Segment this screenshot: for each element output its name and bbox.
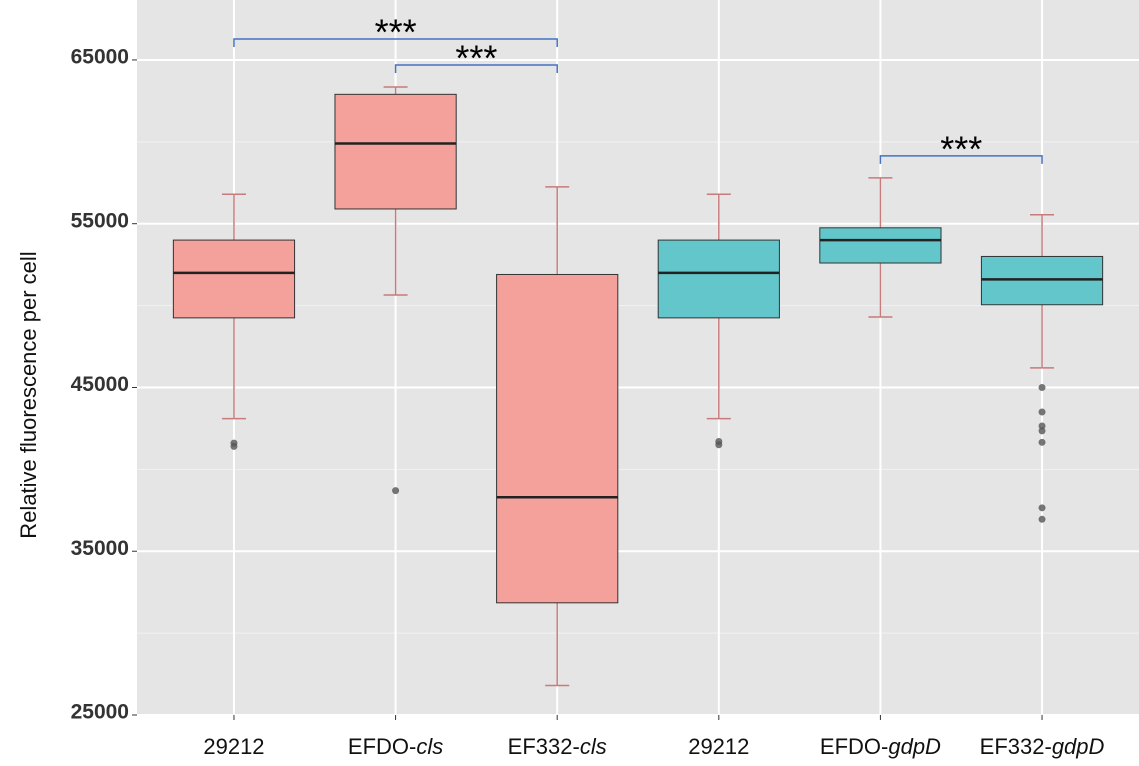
x-tick-label: EFDO-gdpD <box>820 734 941 759</box>
x-tick-label: 29212 <box>688 734 749 759</box>
label-italic: gdpD <box>1052 734 1105 759</box>
outlier <box>392 487 400 495</box>
box <box>172 239 296 319</box>
label-part: EFDO- <box>820 734 888 759</box>
significance-label: *** <box>940 128 982 169</box>
y-tick-label: 65000 <box>71 45 129 68</box>
box <box>657 239 780 319</box>
outlier <box>230 442 238 450</box>
outlier <box>1038 422 1046 430</box>
label-part: EFDO- <box>348 734 416 759</box>
y-tick-label: 55000 <box>71 209 129 232</box>
significance-label: *** <box>375 11 417 52</box>
outlier <box>715 441 723 449</box>
significance-bracket <box>233 38 558 47</box>
y-tick-label: 25000 <box>71 701 129 724</box>
label-italic: cls <box>416 734 443 759</box>
box <box>819 227 942 264</box>
significance-bracket <box>394 64 558 73</box>
outlier <box>1038 427 1046 435</box>
outlier <box>1038 438 1046 446</box>
outlier <box>1038 504 1046 512</box>
label-part: EF332- <box>980 734 1052 759</box>
label-part: EF332- <box>508 734 580 759</box>
label-italic: gdpD <box>888 734 941 759</box>
outlier <box>1038 408 1046 416</box>
x-tick-label: EF332-cls <box>508 734 607 759</box>
x-tick-label: 29212 <box>203 734 264 759</box>
box <box>334 93 457 210</box>
box <box>496 273 619 604</box>
y-axis-label: Relative fluorescence per cell <box>16 251 41 538</box>
y-tick-label: 45000 <box>71 373 129 396</box>
significance-bracket <box>879 155 1043 164</box>
outlier <box>1038 383 1046 391</box>
plot-panel <box>137 0 1139 715</box>
outlier <box>1038 515 1046 523</box>
y-tick-label: 35000 <box>71 537 129 560</box>
significance-label: *** <box>455 37 497 78</box>
x-tick-label: EFDO-cls <box>348 734 443 759</box>
label-italic: cls <box>580 734 607 759</box>
x-tick-label: EF332-gdpD <box>980 734 1105 759</box>
